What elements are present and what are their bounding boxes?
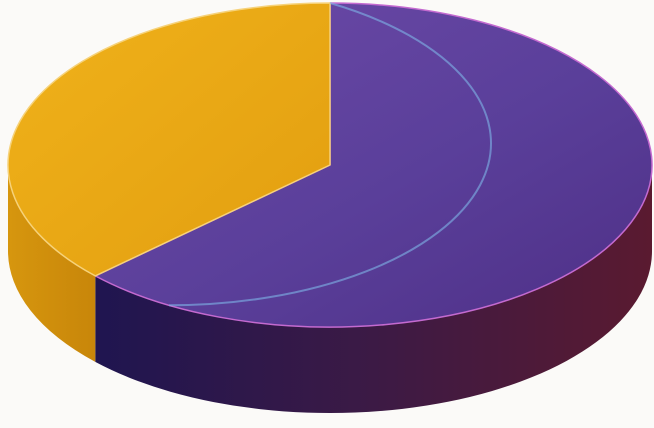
pie-slice-1 — [94, 2, 653, 328]
pie-slice-2-side — [7, 165, 96, 362]
pie-slice-2 — [7, 2, 331, 277]
pie-rim-highlight — [168, 2, 492, 307]
pie-slice-1-side — [95, 165, 653, 413]
